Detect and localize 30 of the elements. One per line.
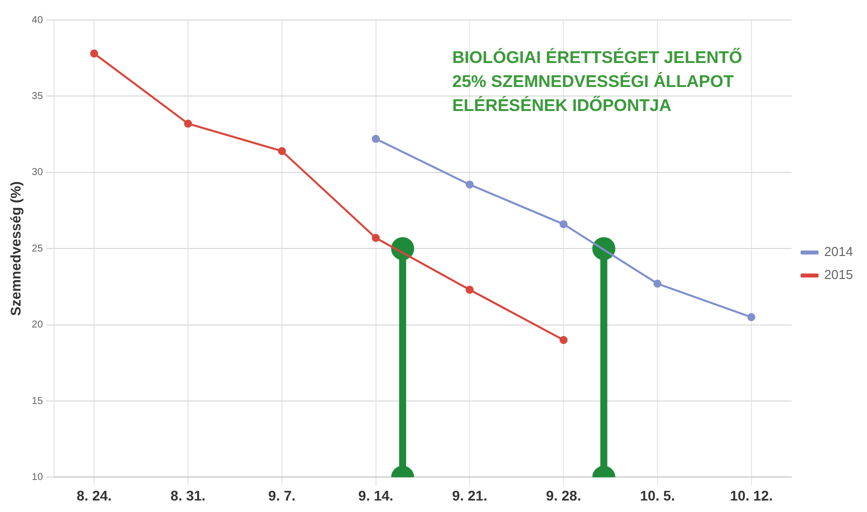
x-tick-label: 9. 21. [452,487,488,504]
y-tick-label: 30 [32,167,44,178]
y-tick-label: 35 [32,90,44,102]
y-axis-title: Szemnedvesség (%) [7,181,24,316]
point [466,180,474,189]
point [653,280,662,288]
y-tick-label: 40 [32,14,44,26]
x-tick-label: 10. 5. [640,487,675,504]
x-tick-label: 9. 28. [546,487,582,504]
annotation: BIOLÓGIAI ÉRETTSÉGET JELENTŐ 25% SZEMNEDVESSÉGI ÁLLAPOT ELÉRÉSÉNEK IDŐPONTJA [452,47,742,116]
point [372,134,380,143]
y-tick-label: 10 [32,472,44,483]
point [466,286,474,294]
legend-label: 2015 [824,267,853,282]
x-tick-label: 10. 12. [730,487,773,504]
y-tick-label: 15 [32,396,44,407]
point [560,220,568,228]
x-tick-label: 9. 7. [268,487,296,504]
x-tick-label: 9. 14. [358,487,394,504]
x-tick-label: 8. 24. [76,487,112,504]
y-tick-label: 25 [32,243,44,254]
point [560,336,568,344]
point [278,147,286,156]
point [184,120,192,128]
legend-label: 2014 [824,244,853,260]
point [90,50,98,58]
point [747,313,756,322]
point [372,234,380,242]
y-tick-label: 20 [32,320,44,331]
x-tick-label: 8. 31. [170,487,206,504]
